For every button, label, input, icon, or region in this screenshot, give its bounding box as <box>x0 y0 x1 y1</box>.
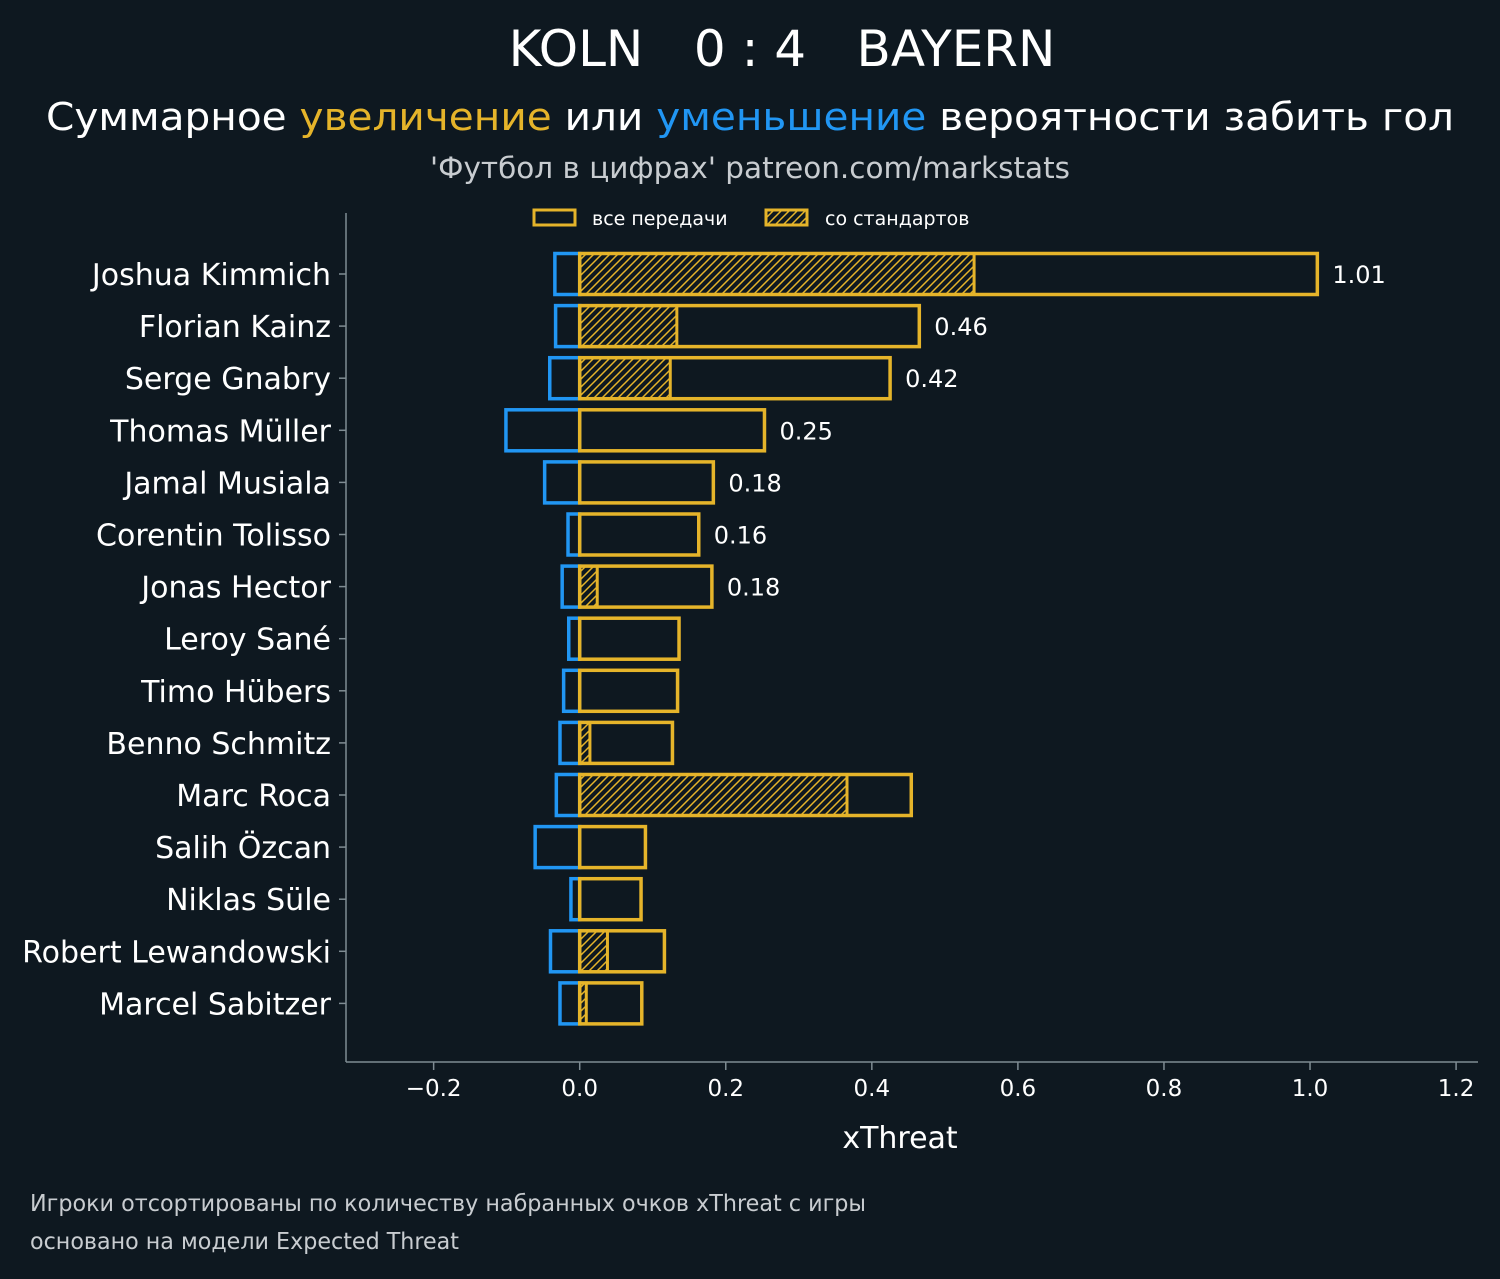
player-label: Benno Schmitz <box>106 727 331 762</box>
player-label: Thomas Müller <box>109 414 331 449</box>
player-label: Robert Lewandowski <box>22 935 331 970</box>
value-label: 0.25 <box>779 417 832 445</box>
value-label: 0.16 <box>714 522 767 550</box>
decrease-bar <box>553 303 582 349</box>
legend-swatch-set-pieces <box>764 208 809 227</box>
player-label: Niklas Süle <box>166 883 331 918</box>
increase-bar <box>577 251 1320 297</box>
player-label: Leroy Sané <box>164 623 331 658</box>
x-tick-label: 0.8 <box>1146 1076 1183 1102</box>
set-piece-bar <box>578 773 849 817</box>
legend: все передачи со стандартов <box>532 208 969 230</box>
decrease-bar <box>548 929 582 974</box>
set-piece-bar <box>578 929 609 974</box>
decrease-bar <box>542 460 582 505</box>
score: 0 : 4 <box>694 20 806 78</box>
home-team: KOLN <box>509 20 644 78</box>
value-label: 0.42 <box>905 365 958 393</box>
value-label: 0.18 <box>727 574 780 602</box>
bars <box>504 251 1320 1026</box>
decrease-bar <box>504 408 582 453</box>
increase-bar <box>577 408 767 453</box>
increase-bar <box>577 616 681 661</box>
increase-bar <box>577 668 680 714</box>
player-label: Marc Roca <box>176 779 331 814</box>
increase-bar <box>577 512 701 557</box>
set-piece-bar <box>578 564 599 609</box>
chart-subtitle: Суммарное увеличение или уменьшение веро… <box>46 95 1454 139</box>
value-labels: 1.01 0.46 0.42 0.25 0.18 0.16 0.18 <box>714 261 1386 602</box>
x-axis-label: xThreat <box>842 1121 958 1156</box>
player-label: Jonas Hector <box>139 571 331 606</box>
increase-bar <box>577 460 716 505</box>
x-tick-label: −0.2 <box>406 1076 462 1102</box>
subtitle-decrease: уменьшение <box>656 95 926 139</box>
player-label: Jamal Musiala <box>122 466 331 501</box>
subtitle-part2: или <box>552 95 657 139</box>
decrease-bar <box>566 512 582 557</box>
increase-bar <box>577 355 892 401</box>
x-tick-label: 0.2 <box>707 1076 744 1102</box>
x-ticks: −0.2 0.0 0.2 0.4 0.6 0.8 1.0 1.2 <box>406 1062 1475 1102</box>
value-label: 0.46 <box>934 313 987 341</box>
x-tick-label: 1.0 <box>1292 1076 1329 1102</box>
footer-note-2: основано на модели Expected Threat <box>30 1229 459 1255</box>
set-piece-bar <box>578 304 679 349</box>
subtitle-increase: увеличение <box>300 95 552 139</box>
x-tick-label: 0.6 <box>1000 1076 1037 1102</box>
increase-bar <box>577 303 922 349</box>
x-tick-label: 1.2 <box>1438 1076 1475 1102</box>
y-ticks: Joshua Kimmich Florian Kainz Serge Gnabry T… <box>22 258 346 1022</box>
increase-bar <box>577 876 643 922</box>
legend-swatch-all-passes <box>532 208 577 227</box>
increase-bar <box>577 772 914 818</box>
subtitle-part1: Суммарное <box>46 95 300 139</box>
decrease-bar <box>558 981 582 1026</box>
decrease-bar <box>558 720 582 766</box>
subtitle-part3: вероятности забить гол <box>926 95 1454 139</box>
decrease-bar <box>533 824 582 870</box>
decrease-bar <box>553 251 582 297</box>
value-label: 1.01 <box>1332 261 1385 289</box>
x-tick-label: 0.4 <box>854 1076 891 1102</box>
set-piece-bar <box>578 252 976 296</box>
set-piece-bar <box>578 356 672 401</box>
player-label: Timo Hübers <box>140 675 331 710</box>
player-label: Serge Gnabry <box>125 362 331 397</box>
player-label: Salih Özcan <box>155 830 331 866</box>
decrease-bar <box>561 668 582 714</box>
increase-bar <box>577 720 675 766</box>
player-label: Joshua Kimmich <box>90 258 331 293</box>
increase-bar <box>577 824 648 870</box>
player-label: Marcel Sabitzer <box>99 987 332 1022</box>
increase-bar <box>577 929 667 974</box>
decrease-bar <box>548 355 582 401</box>
decrease-bar <box>554 772 582 818</box>
x-tick-label: 0.0 <box>561 1076 598 1102</box>
legend-label-set-pieces: со стандартов <box>825 208 969 230</box>
footer-note-1: Игроки отсортированы по количеству набра… <box>30 1191 866 1217</box>
value-label: 0.18 <box>728 469 781 497</box>
increase-bar <box>577 564 714 609</box>
player-label: Corentin Tolisso <box>96 519 331 554</box>
player-label: Florian Kainz <box>139 310 331 345</box>
legend-label-all-passes: все передачи <box>592 208 728 230</box>
source-credit: 'Футбол в цифрах' patreon.com/markstats <box>430 151 1070 185</box>
away-team: BAYERN <box>857 20 1056 78</box>
decrease-bar <box>560 564 582 609</box>
increase-bar <box>577 981 644 1026</box>
